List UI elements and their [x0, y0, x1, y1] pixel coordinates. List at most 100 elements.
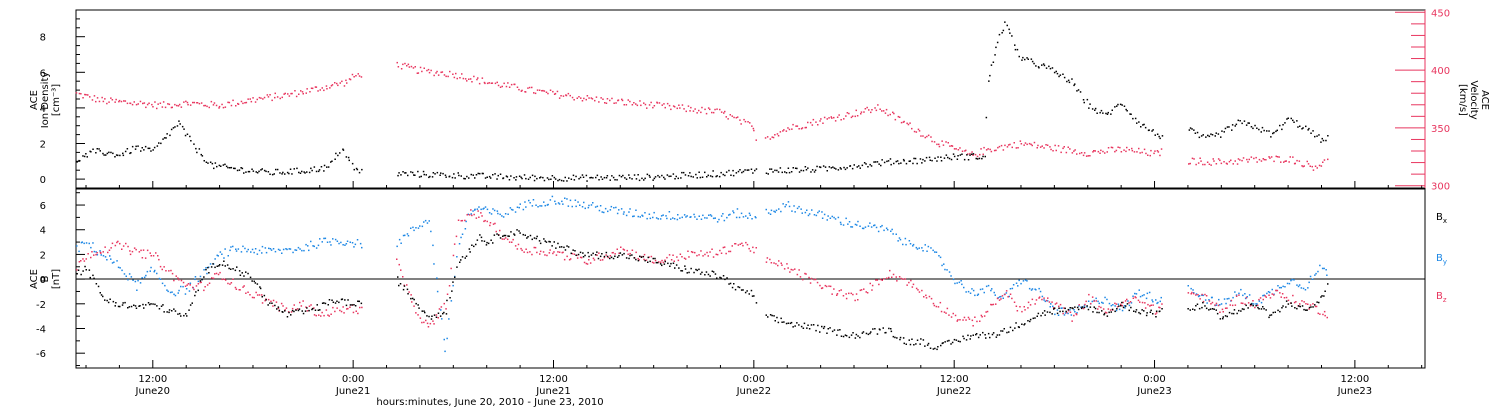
bz-point — [406, 284, 408, 286]
density-point — [1228, 126, 1230, 128]
density-point — [282, 171, 284, 174]
density-point — [492, 174, 494, 176]
by-point — [1226, 298, 1228, 300]
bx-point — [1249, 303, 1252, 306]
velocity-point — [836, 116, 839, 118]
by-point — [265, 251, 268, 254]
density-point — [551, 175, 554, 177]
by-point — [622, 213, 625, 215]
velocity-point — [1150, 149, 1152, 152]
by-point — [90, 246, 92, 249]
by-point — [700, 218, 703, 220]
density-point — [1082, 99, 1085, 101]
density-point — [534, 175, 536, 178]
by-point — [594, 206, 597, 208]
by-point — [173, 293, 175, 296]
velocity-point — [455, 72, 457, 75]
by-point — [821, 217, 824, 219]
by-point — [312, 245, 314, 247]
density-point — [234, 167, 236, 170]
by-point — [1228, 297, 1230, 300]
by-point — [892, 233, 894, 235]
bz-point — [1285, 296, 1288, 299]
bz-point — [423, 321, 425, 324]
velocity-series — [75, 61, 1329, 171]
velocity-point — [177, 105, 180, 107]
velocity-point — [670, 108, 672, 111]
velocity-point — [783, 129, 785, 131]
bx-point — [256, 283, 259, 285]
velocity-point — [262, 98, 264, 100]
velocity-point — [720, 111, 723, 113]
bx-point — [1143, 310, 1145, 312]
density-point — [1114, 106, 1116, 108]
by-point — [128, 273, 131, 275]
bz-point — [443, 302, 445, 305]
by-point — [710, 215, 713, 217]
bz-point — [215, 272, 218, 275]
bz-point — [866, 292, 869, 294]
density-point — [126, 148, 129, 150]
velocity-point — [949, 145, 951, 147]
velocity-point — [822, 122, 824, 124]
bz-point — [981, 316, 983, 318]
velocity-point — [576, 97, 578, 99]
bz-point — [921, 289, 923, 292]
density-point — [896, 160, 899, 162]
bz-point — [204, 286, 206, 288]
density-point — [273, 173, 275, 175]
velocity-point — [1037, 144, 1039, 147]
bx-point — [982, 331, 984, 334]
bz-point — [1222, 311, 1224, 313]
velocity-point — [514, 83, 516, 86]
bx-point — [1250, 303, 1253, 305]
density-point — [767, 173, 769, 175]
by-point — [490, 213, 493, 215]
density-point — [1048, 65, 1050, 68]
by-point — [274, 250, 277, 253]
bx-point — [1118, 305, 1120, 307]
bx-point — [306, 307, 308, 309]
bz-point — [1312, 303, 1314, 305]
bx-point — [241, 272, 243, 274]
by-point — [308, 249, 310, 252]
by-point — [567, 205, 570, 207]
by-point — [342, 244, 344, 246]
bz-point — [623, 249, 626, 251]
density-point — [308, 171, 311, 174]
density-point — [707, 174, 709, 177]
velocity-point — [290, 92, 292, 95]
by-series — [76, 195, 1328, 353]
bx-point — [1298, 305, 1300, 307]
by-point — [769, 213, 772, 215]
density-point — [859, 167, 861, 169]
density-point — [715, 175, 717, 178]
by-point — [419, 225, 421, 227]
bz-point — [129, 253, 132, 256]
by-point — [1206, 302, 1208, 304]
bz-point — [1293, 301, 1296, 304]
density-point — [929, 159, 931, 161]
bx-point — [1196, 303, 1199, 305]
bz-point — [1150, 304, 1152, 306]
density-point — [750, 168, 753, 170]
velocity-point — [110, 97, 112, 99]
bz-point — [1252, 300, 1254, 302]
bz-point — [1152, 304, 1154, 306]
density-point — [1016, 48, 1019, 51]
velocity-point — [276, 96, 279, 98]
bz-point — [211, 277, 213, 279]
velocity-point — [287, 93, 289, 95]
velocity-point — [360, 76, 363, 78]
density-point — [961, 153, 963, 155]
bx-point — [301, 310, 303, 312]
velocity-point — [189, 104, 192, 106]
by-point — [145, 274, 147, 277]
velocity-point — [142, 102, 144, 105]
bx-point — [259, 286, 261, 288]
velocity-point — [889, 113, 891, 116]
density-point — [609, 179, 611, 181]
by-point — [961, 283, 963, 286]
velocity-point — [496, 81, 498, 84]
density-point — [310, 167, 312, 170]
